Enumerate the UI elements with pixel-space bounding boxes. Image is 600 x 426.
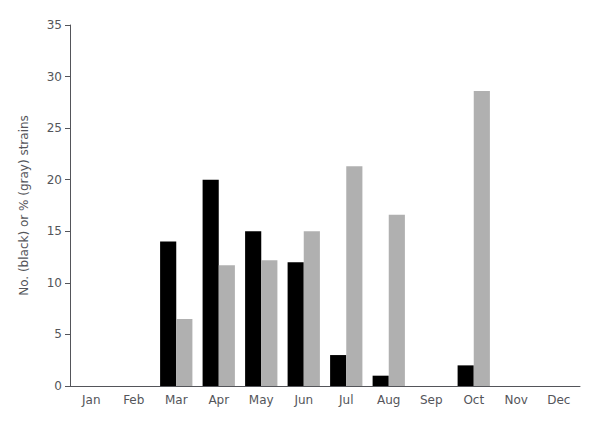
svg-text:35: 35 [47, 18, 62, 32]
svg-text:25: 25 [47, 121, 62, 135]
svg-text:May: May [249, 393, 274, 407]
svg-text:Oct: Oct [463, 393, 484, 407]
svg-text:Feb: Feb [123, 393, 144, 407]
svg-text:5: 5 [54, 327, 62, 341]
svg-text:Jan: Jan [81, 393, 101, 407]
svg-text:No. (black) or % (gray) strain: No. (black) or % (gray) strains [17, 115, 31, 296]
svg-text:Mar: Mar [165, 393, 188, 407]
svg-text:0: 0 [54, 379, 62, 393]
svg-text:Apr: Apr [208, 393, 229, 407]
svg-text:Nov: Nov [505, 393, 528, 407]
svg-text:20: 20 [47, 173, 62, 187]
svg-text:15: 15 [47, 224, 62, 238]
svg-text:Sep: Sep [420, 393, 443, 407]
svg-text:Aug: Aug [377, 393, 400, 407]
svg-text:30: 30 [47, 70, 62, 84]
svg-text:Jul: Jul [338, 393, 353, 407]
svg-text:Dec: Dec [547, 393, 570, 407]
svg-text:10: 10 [47, 276, 62, 290]
svg-text:Jun: Jun [293, 393, 313, 407]
